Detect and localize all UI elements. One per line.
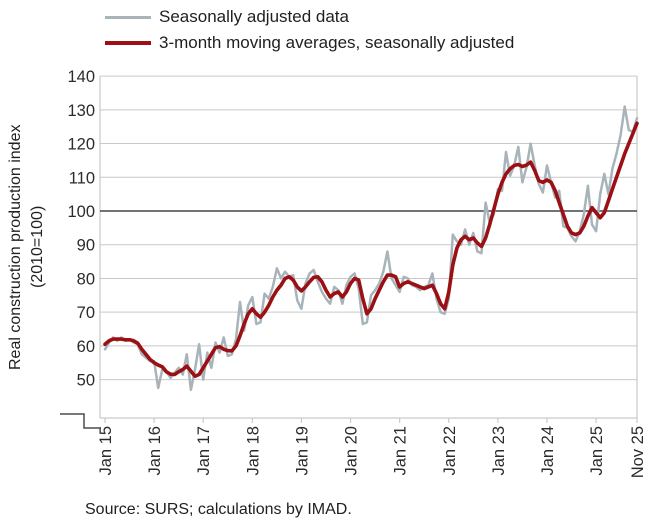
legend-label-moving-average: 3-month moving averages, seasonally adju… [159,33,515,52]
series-line-seasonally-adjusted [103,105,639,391]
x-tick-label: Jan 21 [392,426,410,476]
x-tick-label: Nov 25 [629,426,647,478]
y-tick-label: 60 [77,338,95,356]
y-tick-label: 70 [77,304,95,322]
y-tick-label: 110 [69,169,95,187]
y-tick-label: 80 [77,270,95,288]
x-tick-label: Jan 24 [539,426,557,476]
legend-label-seasonally-adjusted: Seasonally adjusted data [159,7,349,26]
x-tick-label: Jan 16 [146,426,164,476]
series-line-moving-average [103,121,639,379]
y-tick-label: 130 [67,102,95,120]
x-tick-label: Jan 23 [490,426,508,476]
y-tick-label: 100 [67,203,95,221]
y-tick-label: 90 [77,237,95,255]
legend-item-moving-average: 3-month moving averages, seasonally adju… [105,30,514,56]
x-tick-label: Jan 20 [343,426,361,476]
x-tick-label: Jan 18 [244,426,262,476]
y-tick-label: 50 [77,372,95,390]
source-note: Source: SURS; calculations by IMAD. [85,501,352,518]
y-tick-label: 120 [67,136,95,154]
x-tick-label: Jan 25 [588,426,606,476]
legend: Seasonally adjusted data 3-month moving … [105,4,514,56]
y-tick-label: 140 [67,68,95,86]
legend-item-seasonally-adjusted: Seasonally adjusted data [105,4,514,30]
x-tick-label: Jan 19 [293,426,311,476]
red-line-swatch [105,41,151,45]
x-tick-label: Jan 15 [97,426,115,476]
gray-line-swatch [105,15,151,19]
x-tick-label: Jan 22 [441,426,459,476]
x-tick-label: Jan 17 [195,426,213,476]
axis-break-icon [60,413,101,429]
